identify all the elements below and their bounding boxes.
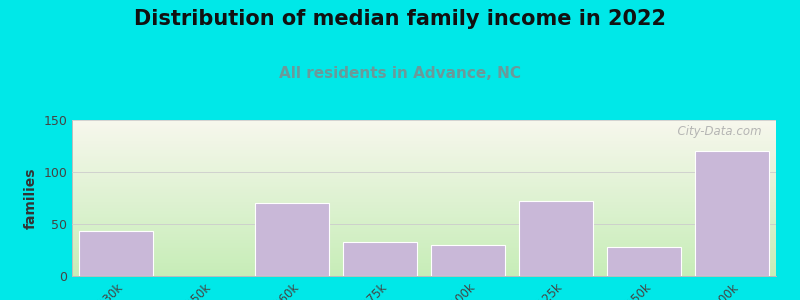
Bar [254,203,330,276]
Text: All residents in Advance, NC: All residents in Advance, NC [279,66,521,81]
Text: Distribution of median family income in 2022: Distribution of median family income in … [134,9,666,29]
Bar [430,245,506,276]
Bar [694,151,770,276]
Bar [342,242,418,276]
Y-axis label: families: families [24,167,38,229]
Bar [606,247,682,276]
Text: City-Data.com: City-Data.com [670,125,762,138]
Bar [518,201,594,276]
Bar [78,231,154,276]
